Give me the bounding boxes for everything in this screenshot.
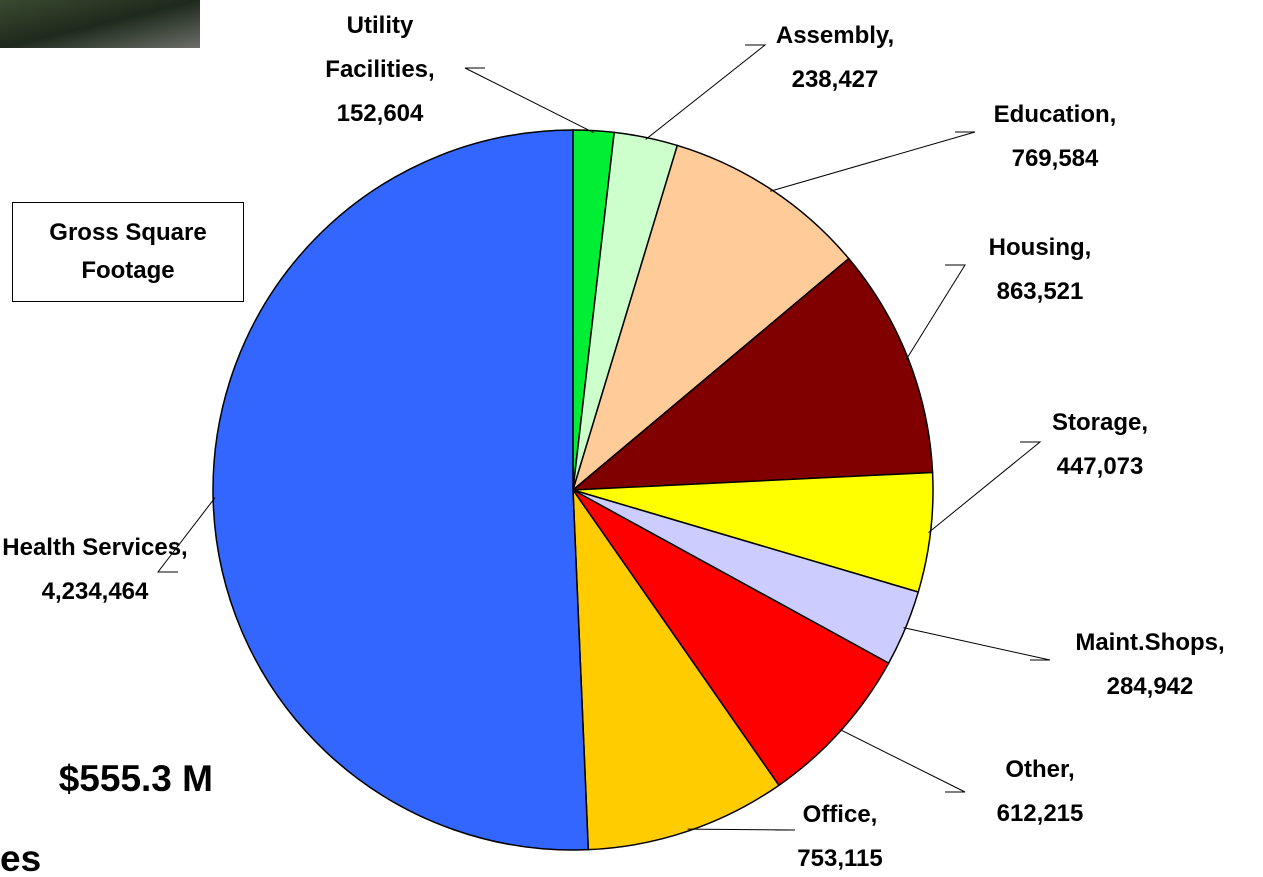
leader-line: [645, 44, 767, 140]
data-label: Maint.Shops, 284,942: [1030, 621, 1263, 709]
pie-slice: [572, 487, 780, 851]
leader-line: [839, 728, 966, 793]
category-label: Storage,: [1051, 409, 1149, 436]
leader-line: [464, 67, 594, 134]
pie-slice: [571, 144, 850, 493]
data-label: Other, 612,215: [940, 748, 1140, 836]
chart-title: Gross Square Footage: [12, 202, 244, 302]
category-label: Maint.Shops,: [1075, 629, 1225, 656]
category-label: Education,: [993, 101, 1117, 128]
pie-slice: [572, 489, 890, 787]
value-label: 769,584: [1011, 145, 1099, 172]
category-label: Office,: [802, 801, 878, 828]
value-label: 152,604: [336, 100, 424, 127]
leader-line: [903, 627, 1051, 661]
value-label: 284,942: [1106, 673, 1194, 700]
pie-slice: [570, 257, 934, 491]
data-label: Housing, 863,521: [940, 226, 1140, 314]
data-label: Office, 753,115: [740, 793, 940, 877]
value-label: 4,234,464: [41, 578, 149, 605]
leader-line: [156, 497, 216, 573]
value-label: 863,521: [996, 278, 1084, 305]
photo: [0, 0, 200, 48]
data-label: Storage, 447,073: [1000, 401, 1200, 489]
value-label: 612,215: [996, 800, 1084, 827]
value-label: 447,073: [1056, 453, 1144, 480]
leader-line: [687, 828, 796, 831]
category-label: Utility Facilities,: [325, 12, 435, 83]
category-label: Housing,: [988, 234, 1092, 261]
category-label: Health Services,: [2, 534, 188, 561]
leader-line: [905, 264, 966, 360]
value-label: 753,115: [797, 845, 883, 872]
annotation: es: [0, 838, 42, 877]
category-label: Assembly,: [775, 22, 895, 49]
data-label: Utility Facilities, 152,604: [295, 4, 465, 136]
category-label: Other,: [1005, 756, 1075, 783]
leader-line: [770, 131, 976, 192]
pie-slice: [212, 129, 590, 851]
annotation: $555.3 M: [58, 758, 213, 799]
leader-line: [928, 441, 1042, 534]
value-label: 238,427: [791, 66, 879, 93]
data-label: Assembly, 238,427: [735, 14, 935, 102]
data-label: Health Services, 4,234,464: [0, 526, 190, 614]
data-label: Education, 769,584: [955, 93, 1155, 181]
